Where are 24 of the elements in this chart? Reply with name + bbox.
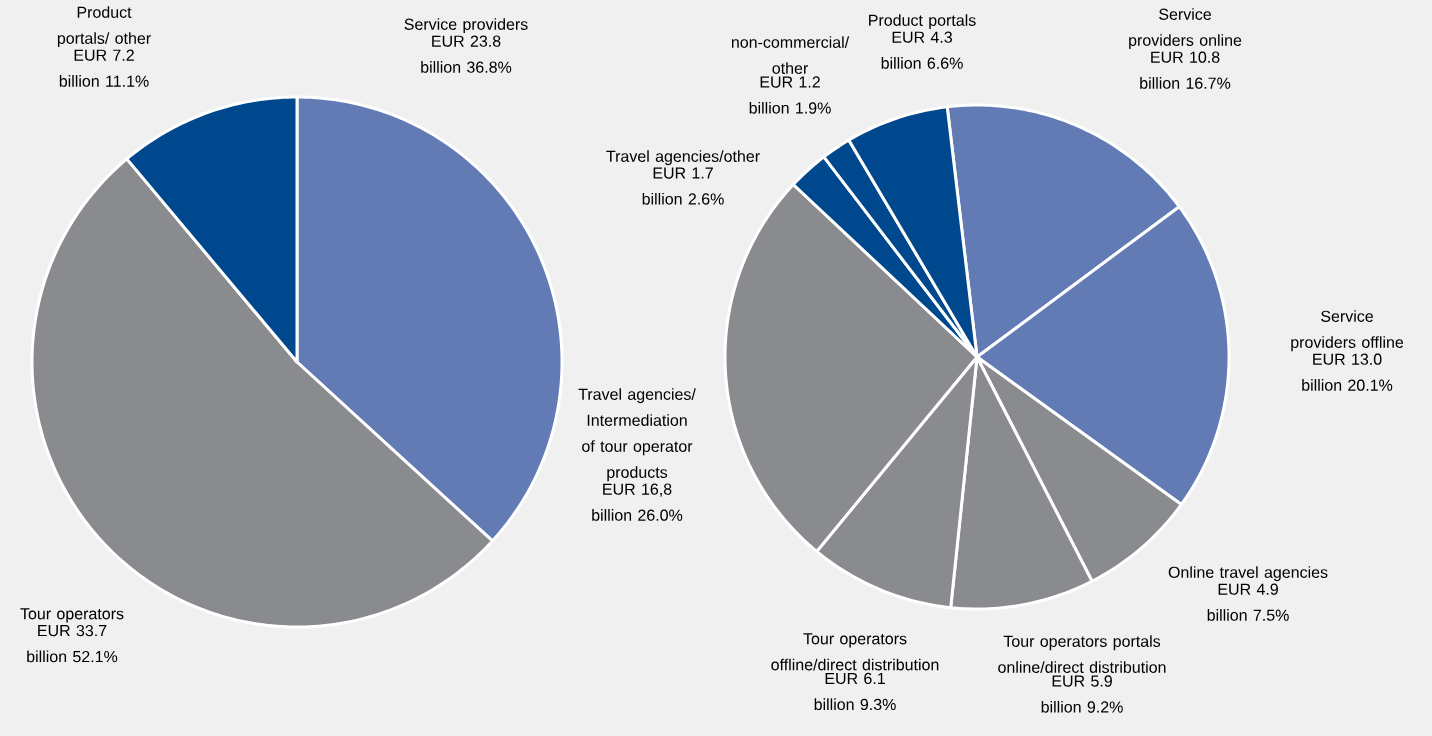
slice-label: Tour operators offline/direct distribution (771, 633, 939, 671)
slice-label: Travel agencies/other (606, 150, 760, 166)
data-label: EUR 4.3 billion 6.6% (881, 31, 963, 69)
slice-label: Service providers (404, 18, 528, 34)
data-label: EUR 33.7 billion 52.1% (27, 624, 118, 663)
slice-label: Travel agencies/ Intermediation of tour operator products (578, 388, 696, 482)
slice-label: Tour operators portals online/direct distribution (998, 635, 1166, 673)
data-label: EUR 1.2 billion 1.9% (749, 76, 831, 114)
data-label: EUR 10.8 billion 16.7% (1140, 51, 1231, 89)
data-label: EUR 1.7 billion 2.6% (642, 167, 724, 205)
data-label: EUR 16,8 billion 26.0% (592, 483, 683, 521)
data-label: EUR 6.1 billion 9.3% (814, 672, 896, 711)
data-label: EUR 13.0 billion 20.1% (1302, 353, 1393, 391)
data-label: EUR 7.2 billion 11.1% (59, 49, 149, 87)
data-label: EUR 4.9 billion 7.5% (1207, 583, 1289, 621)
slice-label: Tour operators (20, 608, 124, 623)
slice-label: Product portals (869, 14, 976, 30)
slice-label: Service providers offline (1291, 310, 1404, 352)
data-label: EUR 23.8 billion 36.8% (421, 35, 512, 73)
slice-label: Online travel agencies (1168, 566, 1328, 582)
slice-label: non-commercial/ other (731, 36, 850, 74)
data-label: EUR 5.9 billion 9.2% (1041, 675, 1123, 713)
slice-label: Service providers online (1129, 8, 1242, 50)
slice-label: Product portals/ other (57, 6, 151, 48)
